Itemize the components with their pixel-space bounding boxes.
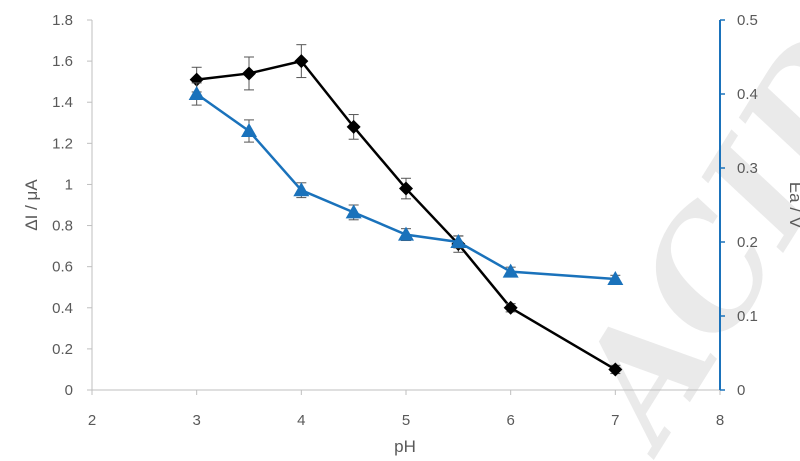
x-tick-label: 3 [192, 412, 200, 429]
x-tick-label: 2 [88, 412, 96, 429]
y-left-tick-label: 1.6 [52, 53, 73, 70]
y-right-tick-label: 0.2 [737, 234, 758, 251]
data-point-triangle [502, 263, 519, 278]
data-point-diamond [294, 54, 309, 69]
y-left-tick-label: 0.4 [52, 300, 73, 317]
y-right-tick-label: 0.1 [737, 308, 758, 325]
x-tick-label: 4 [297, 412, 305, 429]
y-right-tick-label: 0.3 [737, 160, 758, 177]
y-left-tick-label: 1.2 [52, 135, 73, 152]
data-point-triangle [188, 86, 205, 100]
y-left-tick-label: 0 [65, 382, 73, 399]
data-point-triangle [398, 226, 414, 241]
data-point-triangle [241, 123, 257, 137]
watermark-text: ACID [535, 6, 800, 461]
y-right-tick-label: 0.4 [737, 86, 758, 103]
series-0 [189, 44, 623, 377]
series-layer [188, 44, 624, 377]
data-point-diamond [346, 119, 361, 134]
data-point-triangle [293, 182, 310, 197]
y-right-tick-label: 0.5 [737, 12, 758, 29]
axes: 2 3 4 5 6 7 800.20.40.60.811.21.41.61.800.10.2… [52, 12, 758, 429]
x-tick-label: 5 [402, 412, 410, 429]
series-1 [188, 82, 624, 285]
y-left-tick-label: 1.8 [52, 12, 73, 29]
data-point-diamond [503, 300, 518, 315]
y-left-tick-label: 0.2 [52, 341, 73, 358]
y-left-tick-label: 0.6 [52, 259, 73, 276]
data-point-diamond [399, 181, 413, 196]
series-line [195, 92, 616, 281]
data-point-triangle [450, 234, 467, 248]
data-point-triangle [345, 204, 362, 219]
x-tick-label: 6 [506, 412, 514, 429]
y-left-tick-label: 1.4 [52, 94, 73, 111]
data-point-diamond [242, 66, 256, 81]
y-right-tick-label: 0 [737, 382, 745, 399]
x-tick-label: 7 [611, 412, 619, 429]
y-left-tick-label: 1 [65, 176, 73, 193]
x-tick-label: 8 [716, 412, 724, 429]
y-axis-left-title: ΔI / μA [22, 179, 41, 231]
y-axis-right-title: Ea / V [786, 182, 800, 229]
data-point-triangle [607, 271, 624, 285]
y-left-tick-label: 0.8 [52, 218, 73, 235]
x-axis-title: pH [394, 437, 416, 456]
data-point-diamond [608, 362, 623, 377]
series-line [196, 59, 616, 371]
